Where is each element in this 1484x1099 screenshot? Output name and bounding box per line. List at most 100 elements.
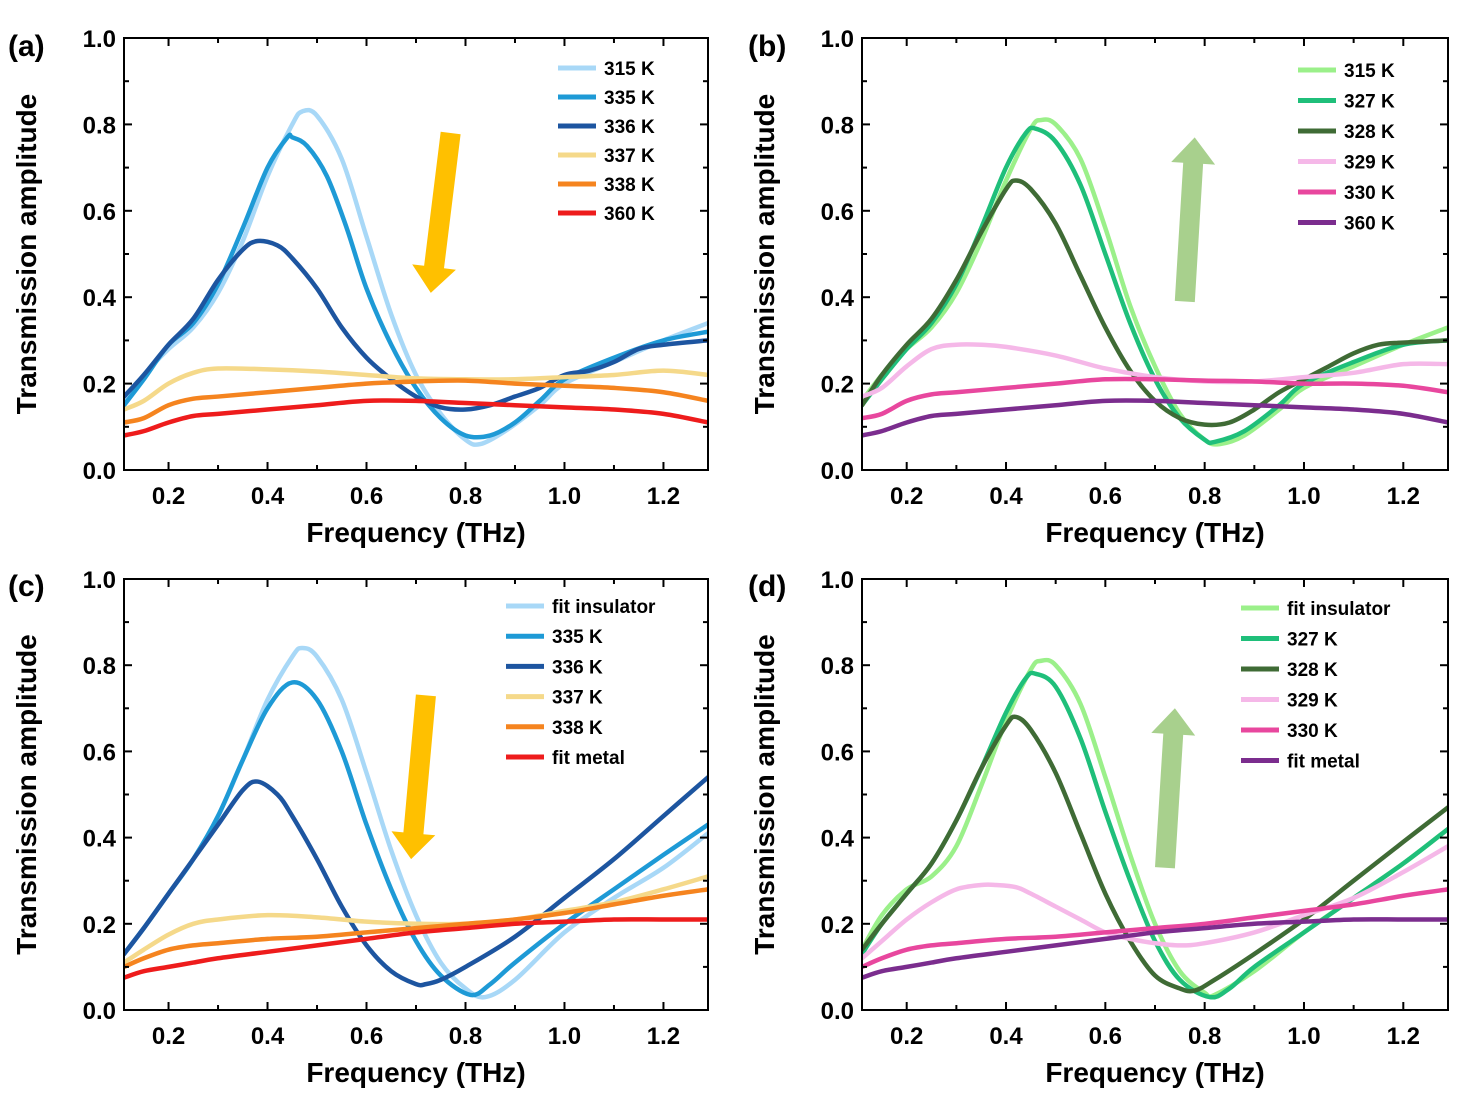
series-line-6 [862,917,1448,980]
x-tick-label: 0.4 [251,483,285,510]
y-tick-label: 0.2 [821,912,854,939]
x-axis-title: Frequency (THz) [306,517,525,548]
legend-label: 327 K [1287,630,1338,651]
legend-label: 360 K [604,204,655,225]
series-line-6 [124,917,708,980]
y-tick-label: 0.2 [83,372,116,399]
trend-arrow-down-icon [412,131,461,293]
x-tick-label: 0.2 [152,483,185,510]
legend: fit insulator 335 K 336 K 337 K 338 K fit met… [506,597,656,769]
legend-label: 327 K [1344,92,1395,113]
series-line-6 [862,398,1448,438]
panel-label: (d) [748,570,786,603]
legend-label: 315 K [1344,61,1395,82]
y-tick-label: 0.2 [83,912,116,939]
trend-arrow-up-icon [1171,137,1216,303]
legend-label: fit metal [1287,752,1360,773]
legend-label: 337 K [552,688,603,709]
y-tick-label: 0.4 [83,826,117,853]
legend-label: 330 K [1344,183,1395,204]
x-tick-label: 0.4 [251,1023,285,1050]
chart-panel-2: 0.0 0.2 0.4 0.6 0.8 1.0 0.2 0.4 0.6 0.8 1.0 1.2 Freq… [748,26,1449,548]
legend-label: fit insulator [552,597,656,618]
y-tick-label: 0.0 [821,998,854,1025]
y-axis-title: Transmission amplitude [11,94,42,415]
y-tick-label: 1.0 [83,26,116,53]
y-tick-label: 0.6 [83,739,116,766]
y-tick-label: 0.8 [83,653,116,680]
y-tick-label: 0.4 [821,285,855,312]
x-tick-label: 0.2 [890,1023,923,1050]
y-tick-label: 0.4 [83,285,117,312]
legend: fit insulator 327 K 328 K 329 K 330 K fit met… [1241,599,1391,773]
chart-panel-3: 0.0 0.2 0.4 0.6 0.8 1.0 0.2 0.4 0.6 0.8 1.0 1.2 Freq… [8,567,709,1088]
y-tick-label: 0.2 [821,372,854,399]
x-tick-label: 0.6 [1089,1023,1122,1050]
panel-label: (a) [8,30,45,63]
x-axis-title: Frequency (THz) [1045,517,1264,548]
x-tick-label: 1.2 [647,483,680,510]
chart-panel-1: 0.0 0.2 0.4 0.6 0.8 1.0 0.2 0.4 0.6 0.8 1.0 1.2 Freq… [8,26,709,548]
legend: 315 K 327 K 328 K 329 K 330 K 360 K [1298,61,1395,235]
series-line-2 [124,132,708,440]
legend-label: 338 K [552,718,603,739]
legend-label: 335 K [604,88,655,109]
y-tick-label: 1.0 [821,26,854,53]
legend-label: fit metal [552,748,625,769]
series-group [862,117,1448,447]
series-line-4 [124,366,708,412]
x-tick-label: 0.4 [989,1023,1023,1050]
series-line-1 [862,657,1448,1000]
x-tick-label: 0.8 [1188,483,1221,510]
y-axis-title: Transmission amplitude [11,634,42,955]
x-tick-label: 0.6 [350,483,383,510]
series-line-1 [124,107,708,447]
x-tick-label: 0.6 [350,1023,383,1050]
series-line-5 [862,887,1448,970]
y-tick-label: 0.8 [83,112,116,139]
legend-label: 329 K [1287,691,1338,712]
y-tick-label: 0.0 [83,458,116,485]
x-tick-label: 0.2 [890,483,923,510]
y-axis-title: Transmission amplitude [749,94,780,415]
series-group [862,657,1448,1000]
legend-label: fit insulator [1287,599,1391,620]
chart-panel-4: 0.0 0.2 0.4 0.6 0.8 1.0 0.2 0.4 0.6 0.8 1.0 1.2 Freq… [748,567,1449,1088]
series-line-5 [124,887,708,970]
legend-label: 337 K [604,146,655,167]
x-tick-label: 1.2 [647,1023,680,1050]
x-axis-title: Frequency (THz) [1045,1057,1264,1088]
x-tick-label: 0.6 [1089,483,1122,510]
series-group [124,107,708,447]
x-tick-label: 0.2 [152,1023,185,1050]
legend-label: 336 K [604,117,655,138]
panel-label: (c) [8,570,45,603]
x-axis-title: Frequency (THz) [306,1057,525,1088]
x-tick-label: 1.2 [1387,1023,1420,1050]
x-tick-label: 1.0 [1287,483,1320,510]
x-tick-label: 1.0 [548,483,581,510]
series-line-5 [124,378,708,425]
series-line-3 [124,238,708,412]
legend-label: 360 K [1344,214,1395,235]
series-group [124,645,708,1000]
legend-label: 330 K [1287,721,1338,742]
x-tick-label: 1.0 [548,1023,581,1050]
series-line-5 [862,376,1448,421]
series-line-4 [862,342,1448,399]
legend-label: 336 K [552,657,603,678]
legend-label: 338 K [604,175,655,196]
x-tick-label: 1.0 [1287,1023,1320,1050]
panel-label: (b) [748,30,786,63]
series-line-3 [862,714,1448,994]
y-tick-label: 0.0 [83,998,116,1025]
y-tick-label: 1.0 [83,567,116,594]
x-tick-label: 0.4 [989,483,1023,510]
y-tick-label: 0.6 [83,199,116,226]
trend-arrow-down-icon [391,694,436,860]
legend-label: 328 K [1287,660,1338,681]
series-line-2 [862,125,1448,446]
trend-arrow-up-icon [1151,708,1196,869]
y-tick-label: 0.8 [821,653,854,680]
